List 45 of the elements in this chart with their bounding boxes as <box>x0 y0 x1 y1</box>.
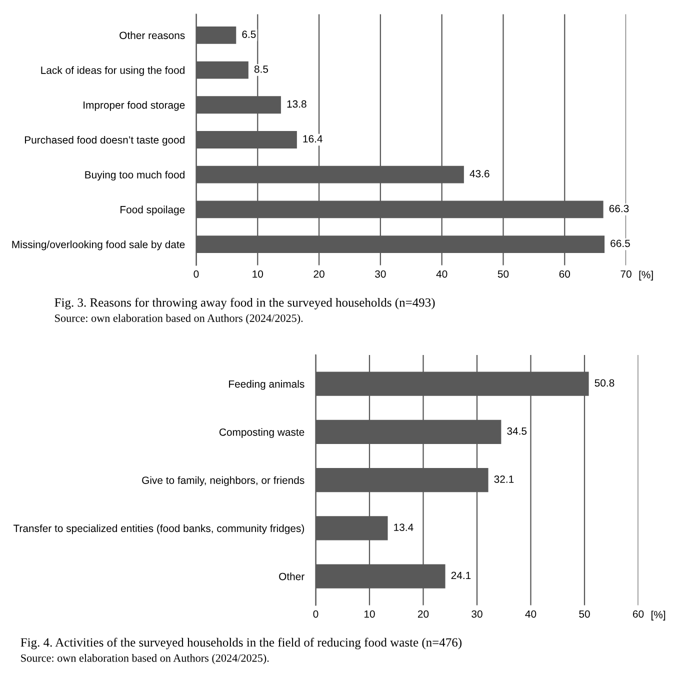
x-tick-label: 70 <box>620 270 632 278</box>
data-label: 13.8 <box>287 100 306 108</box>
x-tick-label: 20 <box>418 610 429 618</box>
y-tick-label: Other reasons <box>120 31 185 40</box>
x-tick-label: 10 <box>252 270 264 278</box>
data-label: 66.5 <box>610 240 630 248</box>
y-tick-label: Transfer to specialized entities (food banks, community fridges) <box>13 524 304 534</box>
x-tick-label: 50 <box>579 610 590 618</box>
y-tick-label: Composting waste <box>219 428 304 438</box>
y-tick-label: Give to family, neighbors, or friends <box>142 476 304 486</box>
text: Fig. 4. Activities of the surveyed households in the field of reducing food waste (n=476) <box>20 638 462 650</box>
data-label: 8.5 <box>254 65 268 73</box>
x-tick-label: 30 <box>472 610 482 618</box>
data-label: 66.3 <box>609 204 629 212</box>
x-tick-label: 50 <box>498 270 509 278</box>
x-tick-label: 0 <box>313 610 318 618</box>
data-label: 13.4 <box>394 524 414 531</box>
data-label: 43.6 <box>470 170 490 178</box>
data-label: 32.1 <box>494 476 514 483</box>
source-note: Source: own elaboration based on Authors (2024/2025). <box>21 654 269 664</box>
y-tick-label: Improper food storage <box>84 101 185 111</box>
source-note: Source: own elaboration based on Authors (2024/2025). <box>55 314 303 324</box>
y-tick-label: Food spoilage <box>120 206 185 216</box>
x-axis-title: [%] <box>639 270 653 280</box>
y-tick-label: Buying too much food <box>85 170 184 181</box>
x-tick-label: 60 <box>559 270 570 278</box>
data-label: 16.4 <box>303 135 322 143</box>
x-tick-label: 60 <box>632 610 644 618</box>
data-label: 34.5 <box>507 427 527 435</box>
data-label: 24.1 <box>451 572 471 580</box>
x-axis-title: [%] <box>652 610 666 620</box>
y-tick-label: Lack of ideas for using the food <box>41 66 184 76</box>
x-tick-label: 30 <box>375 270 386 278</box>
text: Fig. 3. Reasons for throwing away food in the surveyed households (n=493) <box>54 298 435 310</box>
x-tick-label: 40 <box>436 270 448 278</box>
x-tick-label: 40 <box>525 610 536 618</box>
x-tick-label: 10 <box>364 610 375 618</box>
y-tick-label: Other <box>279 572 304 580</box>
y-tick-label: Purchased food doesn’t taste good <box>24 136 184 146</box>
data-label: 6.5 <box>242 30 256 38</box>
x-tick-label: 0 <box>194 270 199 278</box>
data-label: 50.8 <box>594 379 614 387</box>
x-tick-label: 20 <box>314 270 324 278</box>
y-tick-label: Missing/overlooking food sale by date <box>12 240 185 250</box>
y-tick-label: Feeding animals <box>229 380 304 390</box>
